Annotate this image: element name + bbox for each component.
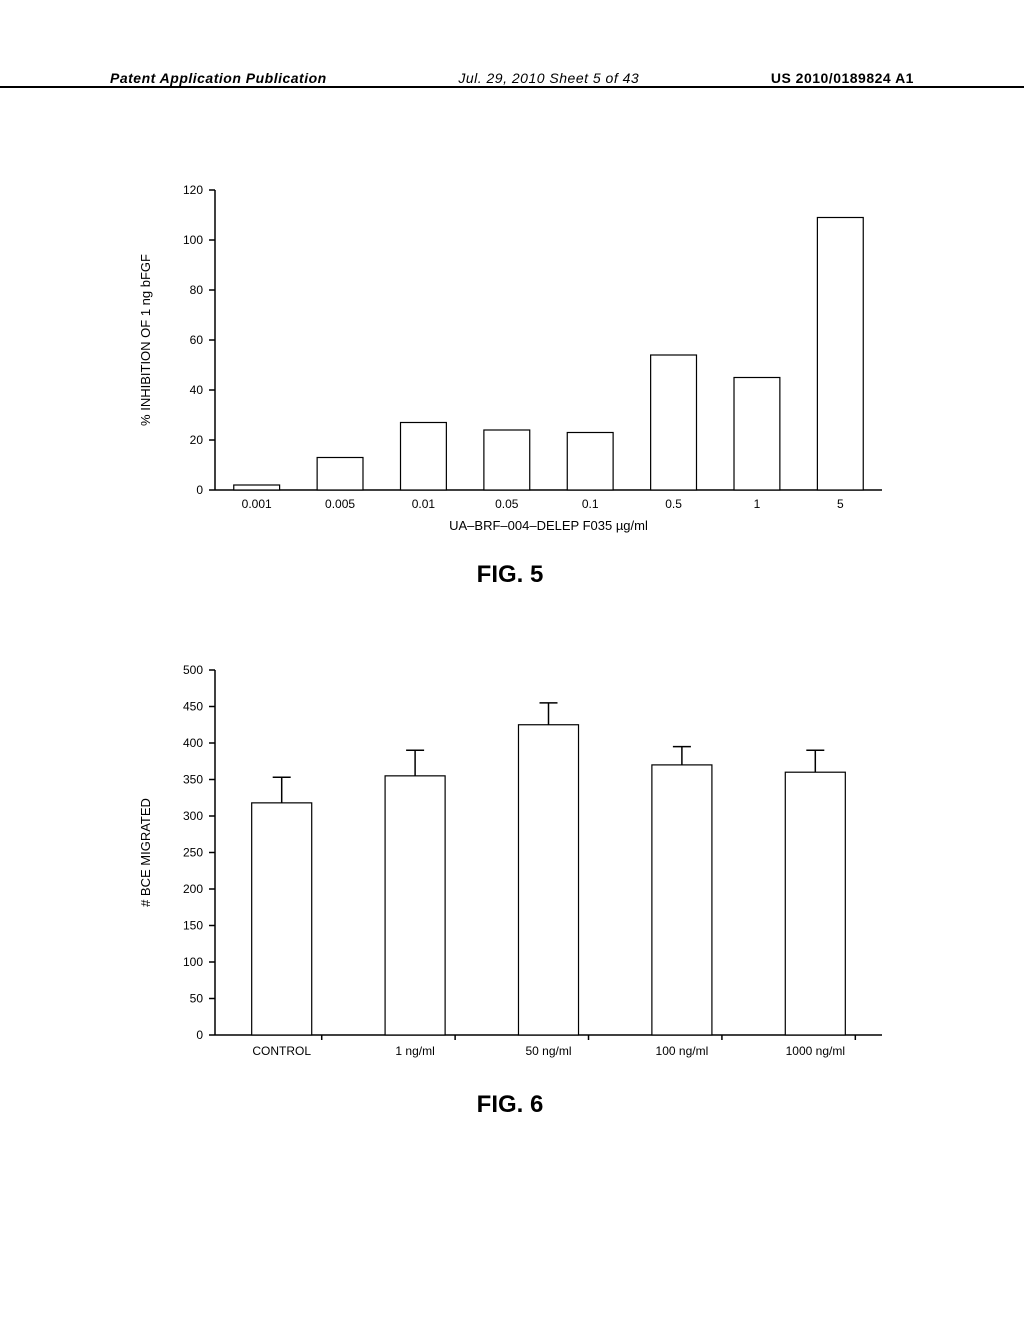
y-tick-label: 60 [190, 333, 204, 347]
chart5-bar [817, 218, 863, 491]
chart5-bar [484, 430, 530, 490]
figure-6: 0 50 100 150 200 250 300 350 400 450 500 CONTROL 1 n… [120, 660, 900, 1140]
y-tick-label: 120 [183, 183, 203, 197]
chart5-bar [401, 423, 447, 491]
chart6-bar [252, 803, 312, 1035]
y-tick-label: 40 [190, 383, 204, 397]
chart6-bar [518, 725, 578, 1035]
y-tick-label: 200 [183, 882, 203, 896]
figure-6-title: FIG. 6 [120, 1091, 900, 1119]
figure-5: 0 20 40 60 80 100 120 0.001 0.005 0.01 0.05 0.1 0.5 1… [120, 180, 900, 610]
y-tick-label: 350 [183, 773, 203, 787]
y-tick-label: 0 [196, 483, 203, 497]
y-tick-label: 100 [183, 233, 203, 247]
y-tick-label: 300 [183, 809, 203, 823]
y-tick-label: 150 [183, 919, 203, 933]
y-tick-label: 250 [183, 846, 203, 860]
y-tick-label: 50 [190, 992, 204, 1006]
x-tick-label: 0.1 [582, 497, 599, 511]
x-tick-label: 0.01 [412, 497, 436, 511]
chart5-bar [567, 433, 613, 491]
header-center: Jul. 29, 2010 Sheet 5 of 43 [458, 70, 639, 86]
chart6-bar [785, 772, 845, 1035]
chart5-bar [734, 378, 780, 491]
chart6-bar [652, 765, 712, 1035]
chart5-ylabel: % INHIBITION OF 1 ng bFGF [138, 254, 153, 426]
figure-5-title: FIG. 5 [120, 561, 900, 589]
x-tick-label: 1 [754, 497, 761, 511]
chart5-bar [317, 458, 363, 491]
x-tick-label: 1000 ng/ml [786, 1044, 845, 1058]
chart-6-svg: 0 50 100 150 200 250 300 350 400 450 500 CONTROL 1 n… [120, 660, 900, 1080]
y-tick-label: 450 [183, 700, 203, 714]
x-tick-label: 50 ng/ml [525, 1044, 571, 1058]
x-tick-label: 0.05 [495, 497, 519, 511]
x-tick-label: 5 [837, 497, 844, 511]
chart5-xlabel: UA–BRF–004–DELEP F035 µg/ml [449, 518, 648, 533]
chart5-bar [651, 355, 697, 490]
y-tick-label: 500 [183, 663, 203, 677]
chart6-bar [385, 776, 445, 1035]
x-tick-label: 0.001 [242, 497, 272, 511]
y-tick-label: 100 [183, 955, 203, 969]
chart-5-svg: 0 20 40 60 80 100 120 0.001 0.005 0.01 0.05 0.1 0.5 1… [120, 180, 900, 550]
x-tick-label: 100 ng/ml [656, 1044, 709, 1058]
header-left: Patent Application Publication [110, 70, 327, 86]
chart5-bar [234, 485, 280, 490]
x-tick-label: 1 ng/ml [395, 1044, 434, 1058]
page: Patent Application Publication Jul. 29, … [0, 0, 1024, 1320]
y-tick-label: 0 [196, 1028, 203, 1042]
page-header: Patent Application Publication Jul. 29, … [0, 60, 1024, 88]
y-tick-label: 80 [190, 283, 204, 297]
y-tick-label: 400 [183, 736, 203, 750]
chart6-ylabel: # BCE MIGRATED [138, 798, 153, 907]
x-tick-label: 0.005 [325, 497, 355, 511]
y-tick-label: 20 [190, 433, 204, 447]
header-right: US 2010/0189824 A1 [771, 70, 914, 86]
x-tick-label: 0.5 [665, 497, 682, 511]
x-tick-label: CONTROL [252, 1044, 311, 1058]
